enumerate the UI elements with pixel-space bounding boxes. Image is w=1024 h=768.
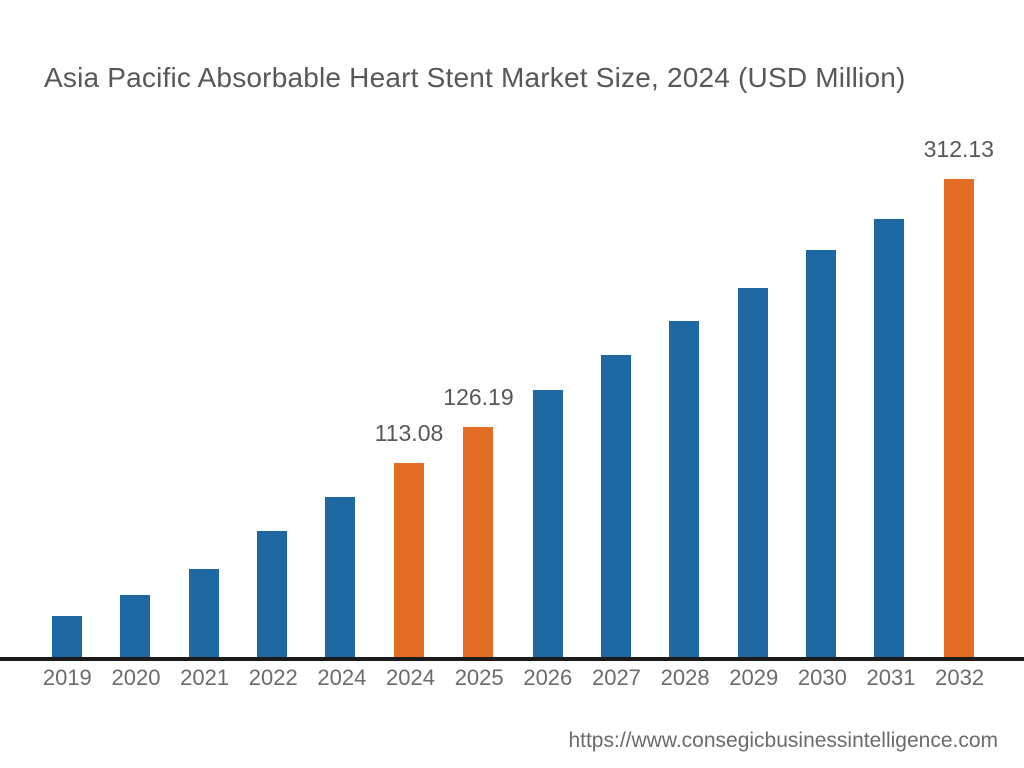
bar-column-2020-1: [101, 0, 169, 658]
x-tick-label-2031-12: 2031: [866, 665, 916, 690]
bar-column-2028-9: [650, 0, 718, 658]
bar-2028-9: [669, 321, 700, 658]
bar-value-label: 312.13: [923, 136, 994, 162]
bar-value-label: 113.08: [374, 420, 444, 446]
x-tick-label-2020-1: 2020: [111, 665, 161, 690]
bar-2020-1: [120, 595, 151, 658]
x-tick-label-2026-7: 2026: [523, 665, 573, 690]
bar-2030-11: [806, 250, 837, 658]
x-tick-label-2027-8: 2027: [591, 665, 641, 690]
plot-area: 113.08 126.19 312.13: [33, 0, 994, 658]
bar-2031-12: [874, 219, 905, 658]
x-tick-label-2019-0: 2019: [42, 665, 92, 690]
bar-value-label: 126.19: [443, 384, 514, 410]
bar-column-2024-4: [306, 0, 374, 658]
bar-column-2027-8: [582, 0, 650, 658]
bar-2027-8: [601, 355, 632, 658]
x-tick-label-2024-5: 2024: [386, 665, 435, 690]
bar-column-2029-10: [719, 0, 787, 658]
bar-column-2032-13: 312.13: [924, 0, 994, 658]
bar-column-2031-12: [855, 0, 923, 658]
bar-2024-5: [393, 463, 424, 658]
bar-column-2025-6: 126.19: [443, 0, 514, 658]
bar-2024-4: [325, 497, 356, 658]
x-tick-label-2029-10: 2029: [729, 665, 779, 690]
chart-title: Asia Pacific Absorbable Heart Stent Mark…: [44, 62, 906, 93]
x-tick-label-2025-6: 2025: [454, 665, 504, 690]
bar-column-2024-5: 113.08: [374, 0, 444, 658]
bar-column-2022-3: [238, 0, 306, 658]
bar-2029-10: [737, 288, 768, 658]
x-tick-label-2022-3: 2022: [248, 665, 298, 690]
x-tick-label-2021-2: 2021: [180, 665, 230, 690]
x-tick-label-2032-13: 2032: [935, 665, 985, 690]
bar-column-2030-11: [787, 0, 855, 658]
source-url: https://www.consegicbusinessintelligence…: [568, 729, 998, 752]
bar-2021-2: [188, 569, 219, 658]
bar-2026-7: [532, 390, 563, 658]
x-tick-label-2028-9: 2028: [660, 665, 710, 690]
bar-2025-6: [463, 427, 494, 658]
bar-column-2019-0: [33, 0, 101, 658]
bar-column-2021-2: [170, 0, 238, 658]
x-axis-line: [0, 657, 1024, 661]
bar-column-2026-7: [514, 0, 582, 658]
x-tick-label-2024-4: 2024: [317, 665, 367, 690]
bar-2019-0: [52, 616, 83, 658]
x-axis-tick-row: 2019 2020 2021 2022 2024 2024 2025 2026 2027 2028…: [33, 665, 994, 691]
x-tick-label-2030-11: 2030: [797, 665, 847, 690]
bar-2022-3: [257, 531, 288, 658]
bar-2032-13: [943, 179, 974, 658]
